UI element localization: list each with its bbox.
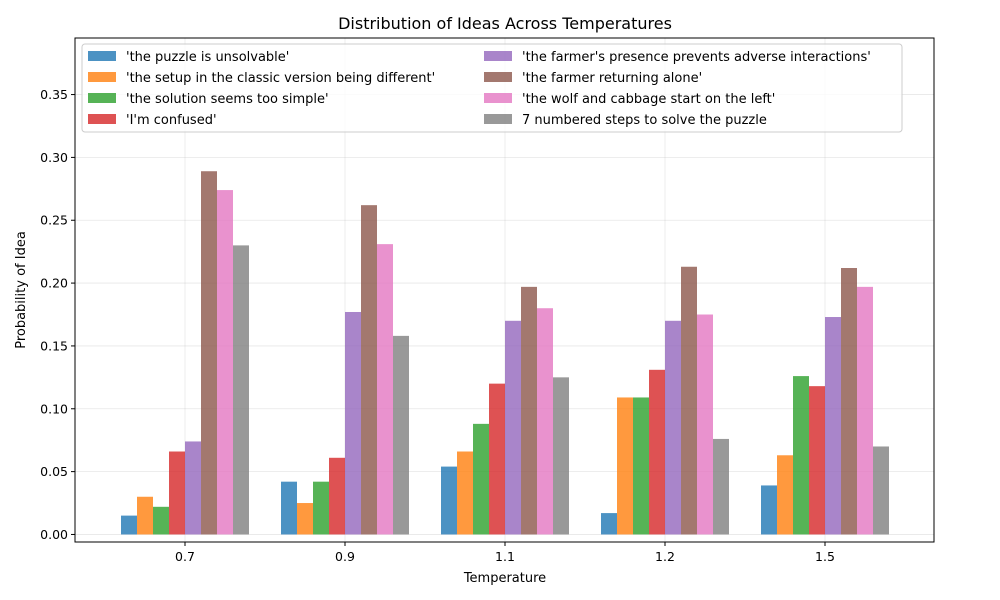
y-tick-label: 0.05 — [40, 464, 68, 479]
legend-label: 'the solution seems too simple' — [126, 92, 329, 107]
y-tick-label: 0.00 — [40, 527, 68, 542]
bar — [761, 485, 777, 535]
bar — [345, 311, 361, 535]
bar — [185, 441, 201, 535]
bar — [777, 455, 793, 535]
legend-label: 7 numbered steps to solve the puzzle — [522, 113, 767, 128]
bar — [377, 244, 393, 535]
x-tick-label: 0.7 — [175, 549, 195, 564]
bar — [793, 376, 809, 535]
legend-swatch — [88, 93, 116, 103]
x-tick-label: 1.2 — [655, 549, 675, 564]
bar — [121, 515, 137, 535]
legend-box — [81, 43, 903, 133]
y-axis-ticks: 0.00 0.05 0.10 0.15 0.20 0.25 0.30 0.35 — [40, 87, 75, 542]
bar — [281, 481, 297, 535]
bar — [297, 503, 313, 535]
legend-label: 'the wolf and cabbage start on the left' — [522, 92, 775, 107]
chart-title: Distribution of Ideas Across Temperature… — [338, 14, 672, 33]
bar — [537, 308, 553, 535]
bar — [809, 386, 825, 535]
legend-label: 'I'm confused' — [126, 113, 217, 128]
bar — [697, 314, 713, 535]
bars — [121, 171, 889, 535]
x-tick-label: 0.9 — [335, 549, 355, 564]
legend-swatch — [484, 114, 512, 124]
y-tick-label: 0.10 — [40, 401, 68, 416]
legend-swatch — [484, 51, 512, 61]
bar — [521, 286, 537, 535]
bar — [153, 506, 169, 535]
y-tick-label: 0.15 — [40, 338, 68, 353]
bar — [393, 335, 409, 535]
bar — [553, 377, 569, 535]
y-tick-label: 0.30 — [40, 150, 68, 165]
bar — [473, 423, 489, 535]
bar — [825, 317, 841, 535]
legend-label: 'the farmer's presence prevents adverse … — [522, 50, 871, 65]
bar — [201, 171, 217, 535]
x-tick-label: 1.5 — [815, 549, 835, 564]
bar — [857, 286, 873, 535]
y-tick-label: 0.25 — [40, 213, 68, 228]
bar — [169, 451, 185, 535]
bar — [601, 513, 617, 535]
y-tick-label: 0.35 — [40, 87, 68, 102]
bar — [313, 481, 329, 535]
legend-swatch — [88, 72, 116, 82]
bar — [633, 397, 649, 535]
bar — [713, 438, 729, 535]
bar — [361, 205, 377, 535]
bar — [873, 446, 889, 535]
bar — [329, 457, 345, 535]
legend-swatch — [88, 114, 116, 124]
bar — [137, 496, 153, 535]
y-tick-label: 0.20 — [40, 276, 68, 291]
bar — [233, 245, 249, 535]
bar — [489, 383, 505, 535]
legend-label: 'the puzzle is unsolvable' — [126, 50, 289, 65]
bar — [665, 320, 681, 535]
bar — [841, 268, 857, 535]
x-axis-ticks: 0.7 0.9 1.1 1.2 1.5 — [175, 542, 835, 564]
bar — [441, 466, 457, 535]
legend-swatch — [88, 51, 116, 61]
legend-swatch — [484, 93, 512, 103]
bar — [457, 451, 473, 535]
y-axis-label: Probability of Idea — [14, 231, 29, 349]
bar — [681, 266, 697, 535]
x-axis-label: Temperature — [463, 571, 546, 586]
bar — [617, 397, 633, 535]
legend-swatch — [484, 72, 512, 82]
bar — [505, 320, 521, 535]
legend: 'the puzzle is unsolvable' 'the setup in … — [81, 43, 903, 133]
bar — [649, 369, 665, 535]
bar — [217, 190, 233, 535]
x-tick-label: 1.1 — [495, 549, 515, 564]
legend-label: 'the farmer returning alone' — [522, 71, 702, 86]
legend-label: 'the setup in the classic version being … — [126, 71, 435, 86]
